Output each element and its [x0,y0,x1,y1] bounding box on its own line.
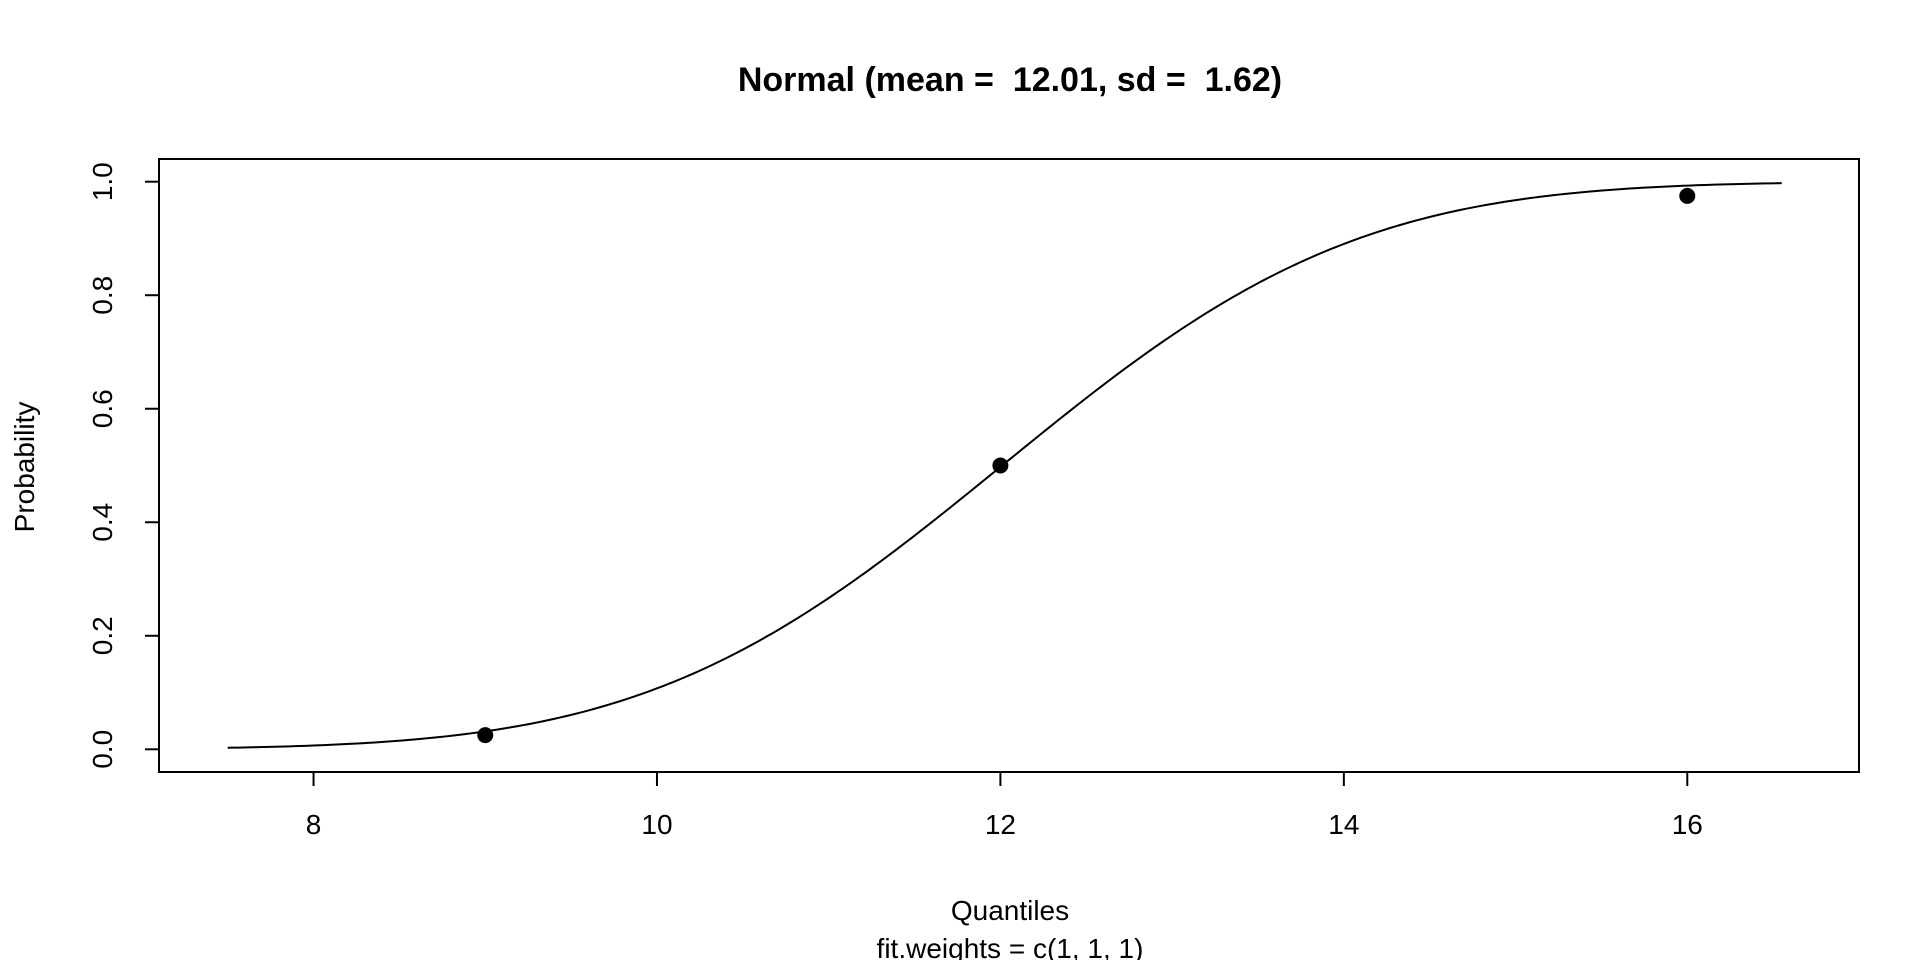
y-tick-label: 1.0 [87,162,118,201]
x-axis: 8 10 12 14 16 [306,771,1703,840]
y-tick-label: 0.8 [87,276,118,315]
y-tick-label: 0.0 [87,730,118,769]
x-tick-label: 12 [985,809,1016,840]
data-points [477,187,1696,744]
data-point [1679,187,1696,204]
y-tick-label: 0.6 [87,389,118,428]
chart-title: Normal (mean = 12.01, sd = 1.62) [738,61,1282,99]
y-axis-label: Probability [9,402,40,533]
y-tick-label: 0.2 [87,616,118,655]
y-axis: 0.0 0.2 0.4 0.6 0.8 1.0 [87,162,160,769]
x-axis-sublabel: fit.weights = c(1, 1, 1) [877,933,1144,960]
y-tick-label: 0.4 [87,503,118,542]
x-tick-label: 10 [641,809,672,840]
data-point [992,457,1009,474]
x-tick-label: 16 [1672,809,1703,840]
x-tick-label: 8 [306,809,322,840]
plot-frame [158,158,1860,773]
x-axis-label: Quantiles [951,895,1069,926]
data-point [477,727,494,744]
x-tick-label: 14 [1328,809,1359,840]
